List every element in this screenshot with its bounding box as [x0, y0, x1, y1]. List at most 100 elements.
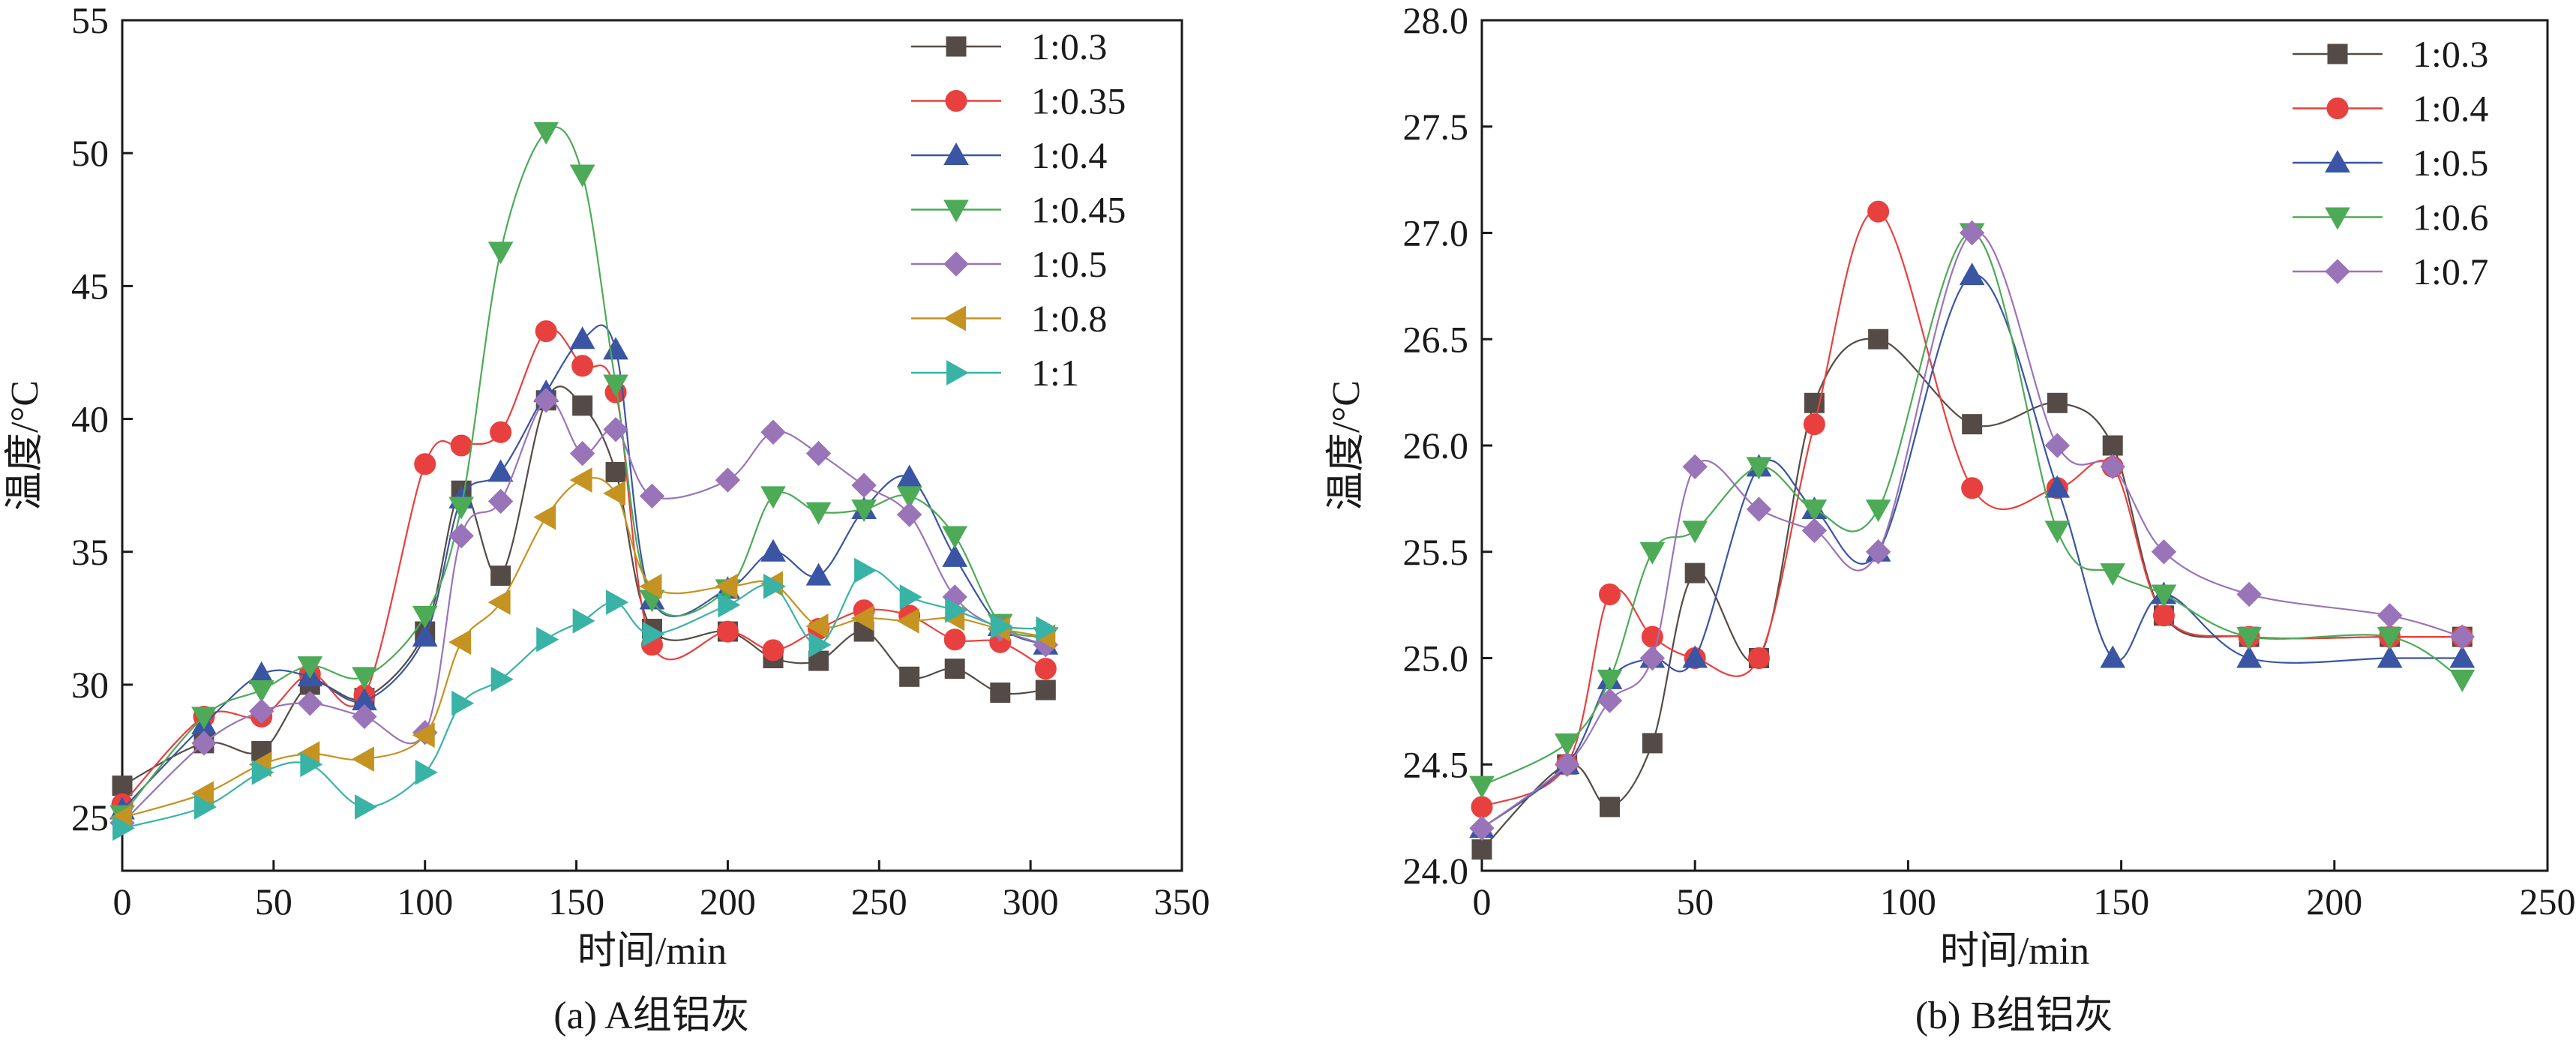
data-point — [896, 486, 922, 509]
x-axis-title: 时间/min — [1940, 930, 2089, 973]
data-point — [569, 326, 595, 350]
panel-caption: (b) B组铝灰 — [1915, 994, 2113, 1037]
x-tick-label: 250 — [2520, 880, 2576, 922]
data-point — [1867, 200, 1890, 223]
data-point — [248, 680, 274, 704]
y-axis-title: 温度/°C — [4, 380, 46, 511]
data-point — [896, 502, 922, 527]
data-point — [1639, 645, 1666, 671]
series-line — [121, 324, 1046, 811]
plot-frame — [121, 19, 1183, 872]
data-point — [415, 760, 438, 785]
data-point — [763, 573, 787, 599]
data-point — [300, 752, 323, 778]
data-point — [1746, 457, 1772, 480]
data-point — [448, 629, 472, 656]
legend-marker — [943, 305, 966, 332]
data-point — [2377, 645, 2403, 668]
legend-marker — [943, 251, 969, 277]
data-point — [944, 658, 965, 680]
x-tick-label: 200 — [700, 880, 756, 922]
x-tick-label: 100 — [1880, 880, 1936, 922]
legend-marker — [946, 360, 970, 386]
data-point — [945, 597, 968, 623]
y-tick-label: 45 — [71, 265, 109, 307]
data-point — [1597, 669, 1623, 692]
y-tick-label: 25.0 — [1403, 638, 1469, 680]
data-point — [2044, 475, 2071, 498]
series-1:0.3 — [1471, 328, 2473, 860]
legend-label: 1:0.5 — [2413, 142, 2488, 184]
legend-marker — [946, 36, 967, 57]
data-point — [1642, 733, 1663, 754]
data-point — [1684, 562, 1705, 584]
data-point — [851, 500, 877, 523]
x-tick-label: 0 — [1473, 880, 1492, 922]
data-point — [450, 434, 472, 457]
data-point — [2044, 520, 2071, 544]
y-tick-label: 35 — [71, 531, 109, 573]
data-point — [1961, 477, 1984, 500]
data-point — [760, 538, 786, 562]
data-point — [851, 605, 874, 632]
data-point — [715, 467, 741, 493]
data-point — [1747, 647, 1770, 669]
data-point — [2236, 627, 2262, 650]
data-point — [412, 624, 438, 647]
data-point — [112, 815, 136, 842]
data-point — [990, 614, 1013, 639]
data-point — [2100, 645, 2126, 668]
data-point — [2047, 392, 2068, 413]
legend-marker — [2325, 149, 2350, 172]
y-tick-label: 26.5 — [1403, 318, 1469, 360]
chart-panel-a: 0 50 100 150 200 250 300 350 25 30 35 40 45 50 55 时间/mi… — [4, 0, 1210, 1037]
data-point — [412, 605, 438, 628]
data-point — [943, 628, 966, 651]
data-point — [603, 417, 628, 442]
data-point — [414, 453, 436, 476]
data-point — [569, 164, 595, 188]
data-point — [805, 562, 832, 586]
data-point — [1471, 839, 1492, 860]
data-point — [297, 691, 323, 716]
x-tick-label: 250 — [851, 880, 907, 922]
data-point — [1868, 328, 1889, 350]
data-point — [854, 557, 877, 584]
series-1:0.6 — [1469, 223, 2476, 799]
data-point — [1469, 776, 1495, 799]
data-point — [899, 584, 922, 610]
series-line — [1481, 230, 2463, 830]
data-point — [896, 608, 919, 634]
series-1:0.5 — [1469, 262, 2476, 838]
data-point — [1682, 520, 1708, 544]
series-line — [121, 126, 1046, 816]
data-point — [990, 682, 1011, 704]
data-point — [1746, 496, 1772, 522]
legend-item: 1:0.5 — [2293, 142, 2488, 184]
data-point — [2151, 539, 2177, 565]
series-1:0.4 — [1471, 200, 2473, 818]
data-point — [2152, 604, 2175, 627]
legend-marker — [2325, 259, 2350, 284]
data-point — [1682, 454, 1708, 480]
data-point — [571, 355, 594, 377]
data-point — [1599, 583, 1621, 605]
data-point — [354, 794, 377, 820]
series-1:0.35 — [111, 320, 1057, 815]
data-point — [899, 666, 920, 687]
data-point — [251, 760, 274, 785]
legend-label: 1:0.4 — [2413, 88, 2488, 130]
data-point — [352, 667, 377, 690]
data-point — [490, 421, 512, 443]
data-point — [1597, 688, 1623, 713]
legend-label: 1:0.6 — [2413, 196, 2488, 238]
series-line — [1481, 232, 2463, 787]
plot-frame — [1480, 19, 2549, 872]
data-point — [1554, 733, 1580, 756]
legend-item: 1:1 — [911, 352, 1079, 394]
data-point — [605, 461, 626, 482]
data-point — [762, 639, 784, 662]
legend-item: 1:0.4 — [2293, 88, 2488, 130]
y-tick-label: 30 — [71, 664, 109, 706]
